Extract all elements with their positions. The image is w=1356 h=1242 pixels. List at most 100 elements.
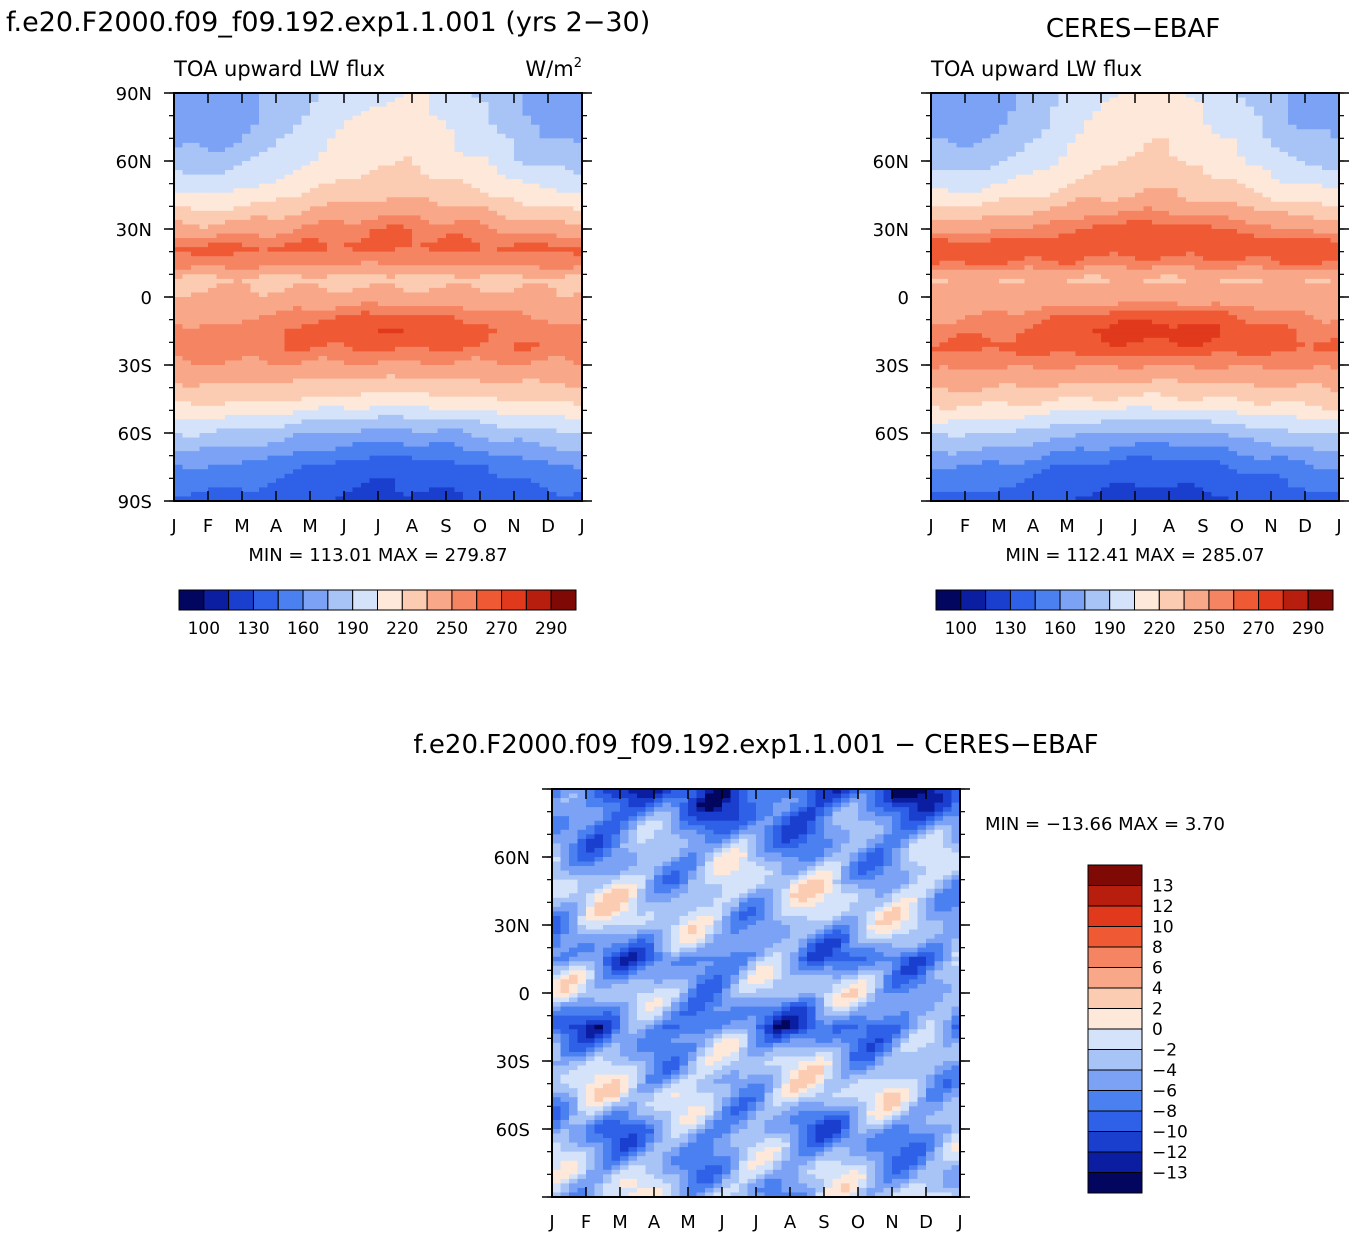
- heatmap-cell: [208, 278, 218, 284]
- heatmap-cell: [361, 455, 371, 461]
- heatmap-cell: [956, 120, 966, 126]
- heatmap-cell: [386, 274, 396, 280]
- heatmap-cell: [437, 346, 447, 352]
- heatmap-cell: [225, 337, 235, 343]
- heatmap-cell: [284, 346, 294, 352]
- heatmap-cell: [565, 478, 575, 484]
- heatmap-cell: [352, 219, 362, 226]
- heatmap-cell: [531, 351, 541, 357]
- heatmap-cell: [395, 478, 405, 484]
- heatmap-cell: [310, 396, 320, 402]
- heatmap-cell: [386, 383, 396, 389]
- heatmap-cell: [471, 473, 481, 479]
- heatmap-cell: [182, 120, 192, 126]
- heatmap-cell: [284, 224, 294, 230]
- heatmap-cell: [225, 283, 235, 289]
- heatmap-cell: [199, 437, 209, 443]
- heatmap-cell: [276, 451, 286, 457]
- heatmap-cell: [225, 129, 235, 135]
- heatmap-cell: [199, 315, 209, 321]
- colorbar-box: [302, 589, 329, 611]
- heatmap-cell: [182, 210, 192, 216]
- heatmap-cell: [531, 496, 541, 501]
- heatmap-cell: [386, 310, 396, 316]
- heatmap-cell: [182, 360, 192, 366]
- heatmap-cell: [556, 111, 566, 117]
- heatmap-cell: [216, 469, 226, 475]
- heatmap-cell: [446, 93, 456, 99]
- heatmap-cell: [267, 210, 277, 216]
- heatmap-cell: [429, 156, 439, 162]
- heatmap-cell: [420, 229, 430, 235]
- heatmap-cell: [386, 469, 396, 475]
- heatmap-cell: [174, 410, 184, 416]
- heatmap-cell: [233, 151, 243, 158]
- heatmap-cell: [446, 133, 456, 139]
- heatmap-cell: [276, 419, 286, 425]
- heatmap-cell: [471, 455, 481, 461]
- heatmap-cell: [216, 142, 226, 148]
- heatmap-cell: [463, 115, 473, 121]
- heatmap-cell: [242, 355, 252, 362]
- heatmap-cell: [199, 129, 209, 135]
- heatmap-cell: [412, 256, 422, 262]
- heatmap-cell: [1143, 111, 1153, 117]
- heatmap-cell: [488, 174, 498, 180]
- heatmap-cell: [556, 269, 566, 275]
- heatmap-cell: [565, 383, 575, 389]
- heatmap-cell: [539, 496, 549, 501]
- heatmap-cell: [344, 437, 354, 443]
- heatmap-cell: [488, 301, 498, 307]
- heatmap-cell: [429, 197, 439, 203]
- heatmap-cell: [267, 460, 277, 466]
- heatmap-cell: [420, 206, 430, 212]
- heatmap-cell: [505, 469, 515, 475]
- heatmap-cell: [480, 423, 490, 430]
- heatmap-cell: [446, 473, 456, 479]
- heatmap-cell: [369, 337, 379, 343]
- heatmap-cell: [1075, 97, 1085, 103]
- heatmap-cell: [1322, 129, 1332, 135]
- heatmap-cell: [284, 310, 294, 316]
- heatmap-cell: [420, 437, 430, 443]
- heatmap-cell: [565, 469, 575, 475]
- heatmap-cell: [182, 374, 192, 380]
- heatmap-cell: [276, 351, 286, 357]
- heatmap-cell: [420, 337, 430, 343]
- heatmap-cell: [259, 428, 269, 434]
- heatmap-cell: [361, 310, 371, 316]
- heatmap-cell: [446, 224, 456, 230]
- heatmap-cell: [216, 451, 226, 457]
- heatmap-cell: [344, 487, 354, 493]
- heatmap-cell: [539, 324, 549, 330]
- heatmap-cell: [1330, 111, 1339, 117]
- heatmap-cell: [378, 478, 388, 484]
- heatmap-cell: [531, 256, 541, 262]
- heatmap-cell: [531, 423, 541, 430]
- heatmap-cell: [361, 423, 371, 430]
- heatmap-cell: [539, 156, 549, 162]
- heatmap-cell: [565, 310, 575, 316]
- heatmap-cell: [471, 365, 481, 371]
- heatmap-cell: [573, 229, 582, 235]
- heatmap-cell: [565, 156, 575, 162]
- heatmap-cell: [182, 306, 192, 312]
- heatmap-cell: [454, 482, 464, 488]
- x-tick-label: N: [507, 516, 520, 537]
- heatmap-cell: [250, 283, 260, 289]
- heatmap-cell: [191, 170, 201, 176]
- heatmap-cell: [395, 124, 405, 130]
- heatmap-cell: [1220, 124, 1230, 130]
- heatmap-cell: [965, 138, 975, 144]
- heatmap-cell: [531, 355, 541, 362]
- heatmap-cell: [522, 115, 532, 121]
- heatmap-cell: [199, 392, 209, 398]
- heatmap-cell: [454, 188, 464, 194]
- heatmap-cell: [480, 179, 490, 185]
- heatmap-cell: [463, 247, 473, 253]
- heatmap-cell: [429, 328, 439, 334]
- heatmap-cell: [931, 111, 941, 117]
- heatmap-cell: [386, 315, 396, 321]
- heatmap-cell: [531, 238, 541, 244]
- heatmap-cell: [284, 464, 294, 470]
